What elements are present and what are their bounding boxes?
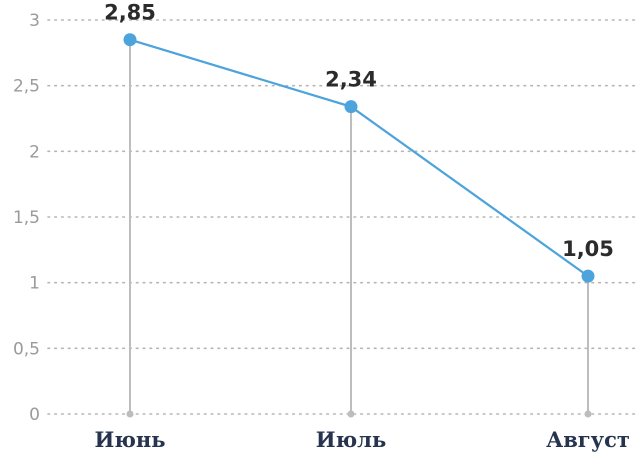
y-tick-label: 0,5 [13, 339, 40, 359]
y-tick-label: 1 [29, 274, 40, 294]
data-label: 1,05 [562, 237, 614, 261]
data-label: 2,85 [104, 1, 156, 25]
data-labels: 2,85 2,34 1,05 [104, 1, 614, 261]
y-tick-label: 2,5 [13, 77, 40, 97]
drop-lines [126, 39, 592, 418]
x-axis-ticks: Июнь Июль Август [95, 427, 630, 452]
data-point [581, 269, 595, 283]
baseline-dot [584, 410, 592, 418]
x-tick-label: Август [546, 427, 630, 452]
data-label: 2,34 [325, 68, 377, 92]
y-tick-label: 2 [29, 142, 40, 162]
data-point [123, 33, 137, 47]
y-tick-label: 1,5 [13, 208, 40, 228]
y-axis-ticks: 3 2,5 2 1,5 1 0,5 0 [13, 11, 40, 425]
data-points [123, 33, 595, 283]
x-tick-label: Июль [316, 427, 386, 452]
y-tick-label: 0 [29, 405, 40, 425]
grid-layer [47, 19, 639, 415]
x-tick-label: Июнь [95, 427, 166, 452]
baseline-dot [126, 410, 134, 418]
y-tick-label: 3 [29, 11, 40, 31]
baseline-dot [347, 410, 355, 418]
data-point [344, 100, 358, 114]
